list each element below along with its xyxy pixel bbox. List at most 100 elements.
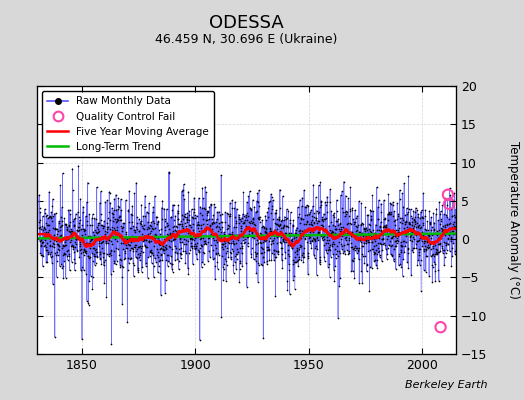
Point bbox=[40, 242, 48, 249]
Point bbox=[253, 198, 261, 204]
Point bbox=[314, 231, 323, 237]
Point bbox=[319, 234, 328, 240]
Point bbox=[111, 227, 119, 234]
Point bbox=[184, 265, 192, 272]
Point bbox=[151, 224, 160, 231]
Point bbox=[286, 291, 294, 297]
Point bbox=[355, 229, 363, 236]
Point bbox=[304, 202, 312, 209]
Point bbox=[444, 241, 452, 247]
Point bbox=[210, 201, 219, 207]
Point bbox=[359, 232, 367, 238]
Point bbox=[51, 334, 59, 340]
Point bbox=[303, 218, 311, 225]
Point bbox=[338, 233, 346, 239]
Point bbox=[363, 261, 371, 267]
Point bbox=[141, 192, 149, 199]
Point bbox=[316, 179, 325, 185]
Point bbox=[252, 241, 260, 248]
Point bbox=[266, 230, 275, 237]
Point bbox=[156, 257, 164, 263]
Point bbox=[322, 226, 330, 233]
Point bbox=[78, 222, 86, 228]
Point bbox=[284, 208, 292, 214]
Point bbox=[404, 265, 412, 271]
Point bbox=[428, 232, 436, 238]
Point bbox=[447, 263, 455, 270]
Point bbox=[94, 222, 102, 228]
Point bbox=[132, 180, 140, 186]
Point bbox=[437, 235, 445, 242]
Point bbox=[57, 223, 66, 229]
Point bbox=[89, 258, 97, 264]
Point bbox=[352, 228, 361, 234]
Point bbox=[352, 245, 360, 252]
Point bbox=[250, 222, 259, 228]
Point bbox=[316, 204, 324, 210]
Point bbox=[59, 262, 67, 269]
Point bbox=[270, 257, 278, 264]
Point bbox=[377, 236, 386, 242]
Point bbox=[82, 199, 91, 205]
Point bbox=[255, 216, 264, 223]
Point bbox=[356, 231, 365, 237]
Point bbox=[62, 248, 71, 254]
Point bbox=[419, 221, 427, 228]
Point bbox=[172, 245, 181, 252]
Point bbox=[234, 235, 243, 241]
Point bbox=[183, 216, 191, 222]
Point bbox=[219, 224, 227, 230]
Point bbox=[397, 264, 406, 270]
Point bbox=[98, 234, 106, 240]
Point bbox=[208, 221, 216, 227]
Point bbox=[342, 192, 350, 199]
Point bbox=[368, 226, 377, 233]
Point bbox=[373, 227, 381, 234]
Point bbox=[180, 213, 189, 219]
Point bbox=[297, 214, 305, 221]
Point bbox=[437, 225, 445, 232]
Point bbox=[80, 252, 88, 258]
Point bbox=[238, 220, 247, 226]
Point bbox=[95, 242, 103, 249]
Point bbox=[81, 248, 90, 255]
Point bbox=[373, 215, 381, 222]
Point bbox=[303, 250, 312, 256]
Point bbox=[431, 249, 440, 255]
Point bbox=[333, 217, 342, 224]
Point bbox=[71, 215, 79, 222]
Point bbox=[240, 239, 248, 246]
Point bbox=[445, 206, 454, 212]
Point bbox=[169, 202, 177, 208]
Point bbox=[313, 235, 321, 242]
Point bbox=[152, 238, 160, 245]
Point bbox=[225, 213, 234, 219]
Point bbox=[187, 206, 195, 212]
Point bbox=[81, 248, 89, 255]
Point bbox=[415, 252, 423, 259]
Point bbox=[95, 227, 103, 234]
Point bbox=[242, 226, 250, 232]
Point bbox=[257, 231, 265, 237]
Point bbox=[229, 248, 237, 254]
Point bbox=[121, 235, 129, 242]
Point bbox=[261, 230, 270, 236]
Point bbox=[428, 224, 436, 231]
Point bbox=[423, 239, 431, 245]
Point bbox=[222, 236, 230, 243]
Point bbox=[267, 257, 276, 264]
Point bbox=[381, 242, 389, 249]
Point bbox=[89, 250, 97, 257]
Point bbox=[46, 251, 54, 257]
Point bbox=[245, 188, 254, 194]
Point bbox=[277, 224, 285, 231]
Point bbox=[138, 231, 147, 238]
Point bbox=[221, 256, 229, 262]
Point bbox=[37, 226, 45, 232]
Point bbox=[407, 227, 416, 234]
Point bbox=[407, 222, 416, 228]
Point bbox=[137, 248, 145, 254]
Point bbox=[388, 252, 396, 259]
Point bbox=[400, 238, 408, 244]
Point bbox=[173, 208, 182, 214]
